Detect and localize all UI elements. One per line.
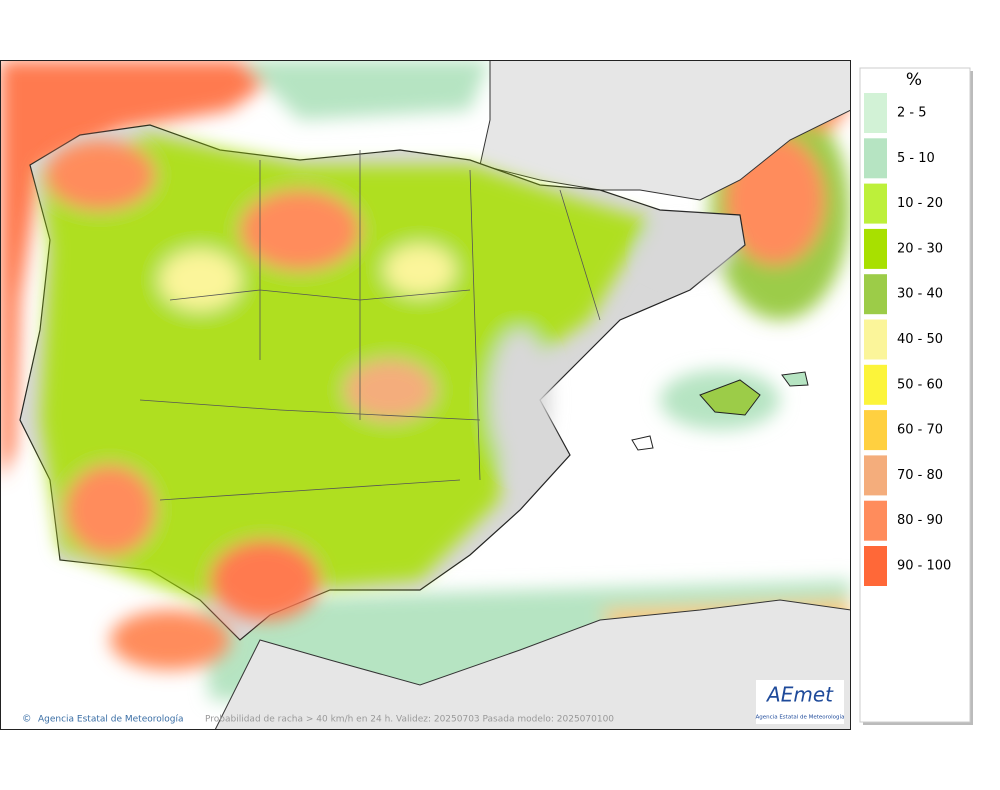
logo-subtitle: Agencia Estatal de Meteorología [756, 714, 845, 721]
map: © Agencia Estatal de Meteorología Probab… [0, 60, 851, 730]
legend-label: 50 - 60 [897, 377, 943, 392]
legend-swatch [864, 546, 887, 586]
legend-swatch [864, 274, 887, 315]
iberia-fields [40, 135, 735, 670]
legend-swatch [864, 455, 887, 496]
legend-label: 80 - 90 [897, 513, 943, 528]
legend-swatch [864, 228, 887, 269]
legend-label: 60 - 70 [897, 423, 943, 438]
legend-label: 20 - 30 [897, 241, 943, 256]
island [699, 379, 761, 416]
legend-items: 2 - 5 5 - 10 10 - 20 20 - 30 30 - 40 40 - 50 5… [864, 93, 951, 586]
africa [214, 599, 851, 730]
legend-label: 90 - 100 [897, 559, 951, 574]
credit: Agencia Estatal de Meteorología [38, 715, 184, 725]
legend-title: % [906, 70, 922, 90]
legend-label: 2 - 5 [897, 106, 927, 121]
legend-swatch [864, 364, 887, 405]
legend-swatch [864, 319, 887, 360]
legend-label: 30 - 40 [897, 287, 943, 302]
legend-swatch [864, 500, 887, 541]
legend-swatch [864, 410, 887, 451]
france [479, 60, 851, 201]
caption: Probabilidad de racha > 40 km/h en 24 h.… [205, 715, 614, 725]
borders [139, 150, 601, 501]
legend-label: 40 - 50 [897, 332, 943, 347]
island [781, 371, 809, 387]
legend-label: 5 - 10 [897, 151, 935, 166]
legend-label: 70 - 80 [897, 468, 943, 483]
credit-icon: © [22, 714, 32, 725]
map-frame [0, 60, 851, 730]
legend-swatch [864, 183, 887, 224]
island [631, 435, 654, 451]
logo: AEmet [765, 683, 834, 707]
legend-swatch [864, 93, 887, 133]
legend-swatch [864, 138, 887, 179]
legend-label: 10 - 20 [897, 196, 943, 211]
logo-box [756, 680, 844, 724]
